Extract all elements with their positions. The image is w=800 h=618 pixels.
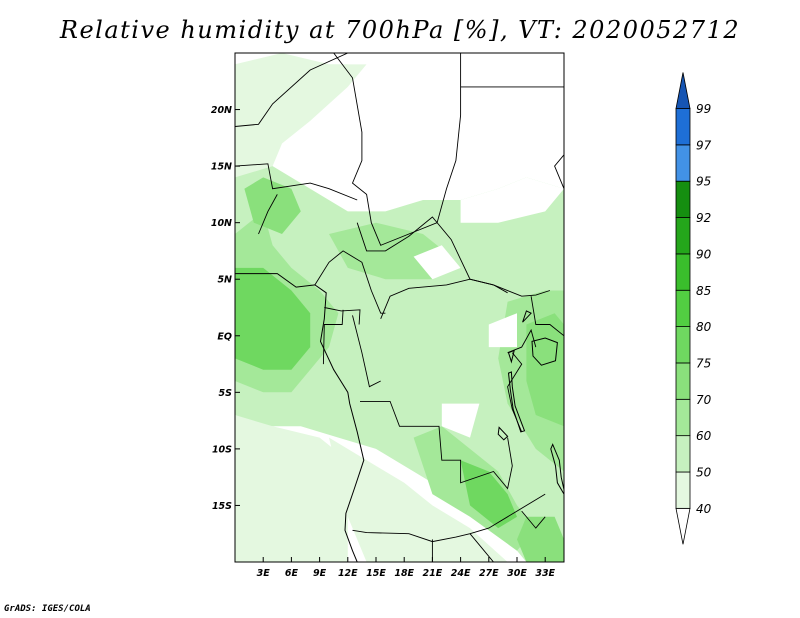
country-border bbox=[258, 194, 278, 235]
x-tick-label: 27E bbox=[479, 568, 499, 579]
country-border bbox=[352, 493, 546, 543]
grads-credit: GrADS: IGES/COLA bbox=[4, 604, 91, 614]
country-border bbox=[235, 53, 348, 127]
country-border bbox=[469, 533, 494, 562]
humidity-region bbox=[329, 437, 508, 562]
lake-outline bbox=[497, 426, 509, 441]
colorbar-segment bbox=[675, 471, 691, 509]
humidity-region bbox=[235, 415, 348, 562]
x-tick-label: 24E bbox=[451, 568, 471, 579]
country-border bbox=[554, 154, 564, 189]
colorbar-bottom-arrow bbox=[675, 507, 691, 545]
y-tick-label: 15S bbox=[212, 501, 232, 512]
boundary-layer bbox=[235, 53, 568, 562]
colorbar-label: 60 bbox=[696, 429, 712, 443]
x-tick-label: 18E bbox=[394, 568, 414, 579]
y-tick-label: 20N bbox=[211, 105, 232, 116]
country-border bbox=[530, 296, 564, 337]
humidity-region bbox=[488, 313, 517, 348]
humidity-fill-layer bbox=[235, 53, 564, 562]
x-tick-label: 12E bbox=[338, 568, 358, 579]
colorbar-segment bbox=[675, 144, 691, 182]
map-frame bbox=[234, 52, 565, 563]
x-tick-label: 9E bbox=[313, 568, 327, 579]
x-tick-label: 15E bbox=[366, 568, 386, 579]
humidity-region bbox=[441, 403, 480, 438]
lake-outline bbox=[531, 337, 558, 366]
humidity-region bbox=[517, 516, 564, 562]
y-tick-label: 5S bbox=[219, 388, 233, 399]
colorbar-segment bbox=[675, 108, 691, 146]
colorbar-label: 70 bbox=[696, 393, 712, 407]
country-border bbox=[322, 309, 344, 365]
humidity-region bbox=[244, 177, 301, 234]
colorbar-segment bbox=[675, 253, 691, 291]
coastline bbox=[235, 273, 365, 562]
colorbar-label: 40 bbox=[696, 502, 712, 516]
lake-outline bbox=[522, 310, 532, 323]
colorbar-segment bbox=[675, 435, 691, 473]
lake-outline bbox=[565, 300, 568, 314]
colorbar-label: 92 bbox=[696, 211, 711, 225]
map-panel bbox=[234, 52, 568, 563]
colorbar-label: 90 bbox=[696, 247, 712, 261]
x-tick-label: 33E bbox=[535, 568, 555, 579]
y-tick-label: EQ bbox=[217, 331, 232, 342]
lake-outline bbox=[550, 443, 564, 496]
y-axis: 20N 15N 10N 5N EQ 5S 10S 15S bbox=[211, 105, 240, 512]
x-tick-label: 6E bbox=[285, 568, 299, 579]
colorbar: 40 50 60 70 75 80 85 90 92 95 97 99 bbox=[675, 72, 712, 545]
colorbar-label: 50 bbox=[696, 466, 712, 480]
colorbar-label: 85 bbox=[696, 284, 711, 298]
colorbar-label: 97 bbox=[696, 138, 712, 152]
x-tick-label: 30E bbox=[507, 568, 527, 579]
humidity-region bbox=[460, 460, 517, 529]
country-border bbox=[333, 53, 462, 246]
y-tick-label: 10S bbox=[212, 444, 232, 455]
colorbar-segment bbox=[675, 398, 691, 437]
y-tick-label: 10N bbox=[211, 218, 232, 229]
colorbar-segment bbox=[675, 180, 691, 218]
colorbar-label: 80 bbox=[696, 320, 712, 334]
humidity-region bbox=[460, 177, 564, 223]
colorbar-segment bbox=[675, 217, 691, 255]
chart-title: Relative humidity at 700hPa [%], VT: 202… bbox=[59, 16, 741, 44]
country-border bbox=[356, 216, 551, 297]
colorbar-segment bbox=[675, 289, 691, 327]
country-border bbox=[360, 400, 513, 490]
x-tick-label: 21E bbox=[423, 568, 443, 579]
country-border bbox=[380, 278, 508, 319]
colorbar-top-arrow bbox=[675, 72, 691, 109]
x-axis: 3E 6E 9E 12E 15E 18E 21E 24E 27E 30E 33E bbox=[257, 557, 556, 579]
x-tick-label: 3E bbox=[257, 568, 271, 579]
colorbar-segment bbox=[675, 362, 691, 400]
humidity-region bbox=[347, 53, 564, 167]
humidity-region bbox=[413, 245, 461, 280]
colorbar-segment bbox=[675, 326, 691, 364]
y-tick-label: 5N bbox=[217, 275, 232, 286]
country-border bbox=[352, 315, 381, 388]
country-border bbox=[521, 510, 546, 529]
country-border bbox=[314, 250, 386, 314]
colorbar-label: 75 bbox=[696, 356, 711, 370]
colorbar-label: 95 bbox=[696, 175, 711, 189]
humidity-region bbox=[235, 267, 311, 370]
lake-outline bbox=[507, 349, 515, 364]
country-border bbox=[235, 163, 358, 201]
colorbar-label: 99 bbox=[696, 102, 711, 116]
y-tick-label: 15N bbox=[211, 162, 232, 173]
lake-outline bbox=[507, 371, 526, 433]
country-border bbox=[324, 307, 361, 325]
